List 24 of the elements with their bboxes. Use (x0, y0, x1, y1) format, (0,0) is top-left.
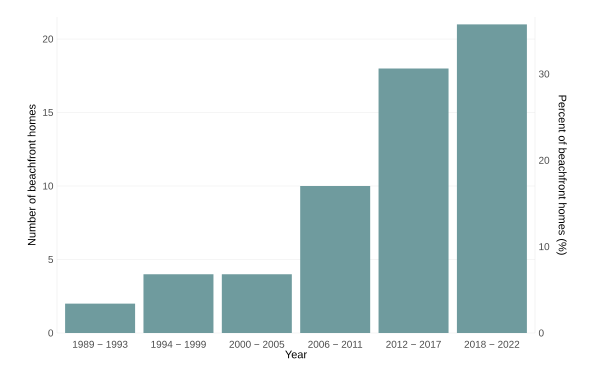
y2-tick-label: 10 (539, 243, 550, 250)
bar (456, 24, 527, 333)
y2-tick-label: 20 (539, 156, 550, 164)
bar (222, 274, 292, 333)
x-tick-label: 1994 − 1999 (151, 340, 206, 348)
y-tick-label: 20 (42, 36, 54, 43)
x-tick-label: 2018 − 2022 (464, 340, 520, 348)
bar (378, 68, 449, 333)
x-tick-label: 2000 − 2005 (229, 340, 284, 348)
y-tick-label: 5 (48, 256, 54, 263)
y-tick-label: 0 (48, 329, 54, 337)
x-tick-label: 2012 − 2017 (386, 340, 441, 348)
y2-tick-label: 30 (538, 70, 550, 78)
y-axis-title: Number of beachfront homes (28, 104, 36, 246)
x-tick-label: 1989 − 1993 (73, 340, 128, 348)
bar (300, 186, 370, 333)
bar (65, 304, 136, 333)
y-tick-label: 15 (43, 109, 54, 116)
y2-tick-label: 0 (538, 329, 544, 337)
bar (143, 274, 214, 333)
y2-axis-title: Percent of beachfront homes (%) (556, 96, 567, 255)
x-axis-title: Year (285, 350, 307, 358)
y-tick-label: 10 (43, 182, 54, 190)
x-tick-label: 2006 − 2011 (308, 340, 362, 348)
